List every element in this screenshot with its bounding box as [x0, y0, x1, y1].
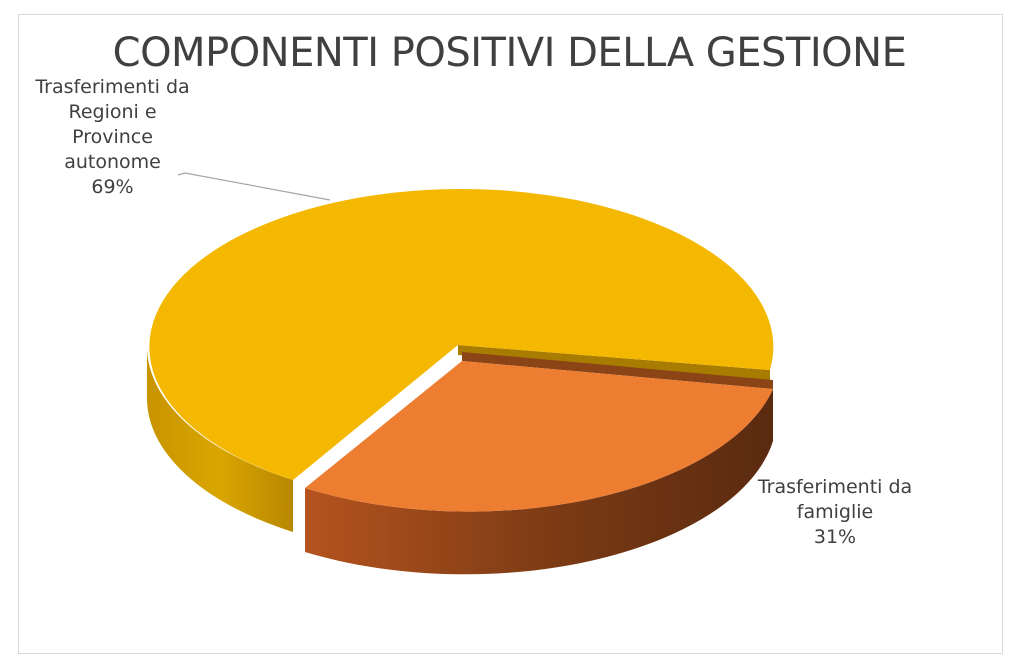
pie-slice-famiglie [305, 352, 773, 575]
slice-percent-regioni: 69% [91, 176, 134, 198]
slice-label-famiglie: Trasferimenti da famiglie 31% [735, 475, 935, 550]
slice-label-regioni-line-4: autonome [64, 151, 161, 173]
slice-label-regioni-line-3: Province [72, 126, 153, 148]
pie-slice-famiglie-edge [462, 352, 773, 389]
slice-label-regioni-line-1: Trasferimenti da [35, 76, 190, 98]
slice-percent-famiglie: 31% [813, 526, 857, 548]
chart-title: COMPONENTI POSITIVI DELLA GESTIONE [112, 30, 907, 76]
slice-label-regioni-line-2: Regioni e [68, 101, 157, 123]
pie-slice-famiglie-side [305, 389, 773, 575]
pie-slice-regioni [146, 188, 774, 532]
leader-line-regioni [177, 172, 331, 201]
pie-slice-regioni-side-right [458, 345, 770, 380]
pie-slice-regioni-top [149, 188, 774, 480]
slice-label-famiglie-line-2: famiglie [796, 501, 874, 523]
slice-label-regioni: Trasferimenti da Regioni e Province auto… [20, 75, 205, 200]
pie-chart [146, 172, 774, 575]
pie-slice-regioni-side-left [146, 345, 293, 532]
slice-label-famiglie-line-1: Trasferimenti da [757, 476, 913, 498]
pie-slice-famiglie-top [305, 361, 773, 512]
